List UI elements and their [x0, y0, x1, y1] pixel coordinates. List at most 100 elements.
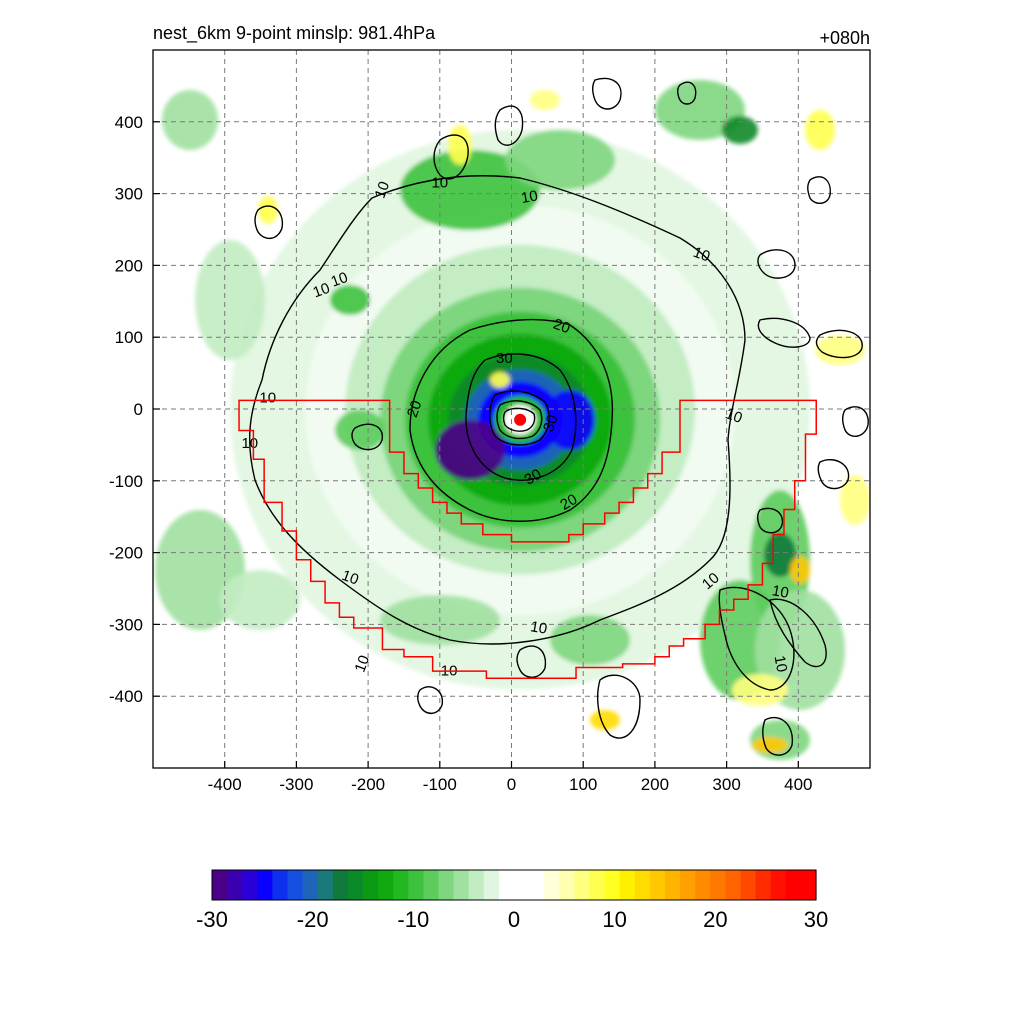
contour-small-ne-1: [592, 77, 622, 110]
colorbar-cell: [800, 870, 817, 900]
field-patch: [162, 90, 218, 150]
colorbar-cell: [770, 870, 787, 900]
colorbar-cell: [785, 870, 802, 900]
contour-eyewall-2: [496, 400, 543, 440]
y-tick-label: 200: [115, 256, 143, 275]
contour-label: 20: [557, 491, 580, 514]
x-tick-label: 100: [569, 775, 597, 794]
colorbar-cell: [589, 870, 606, 900]
colorbar-cell: [634, 870, 651, 900]
chart-valid-time: +080h: [819, 28, 870, 48]
field-patch: [330, 285, 370, 315]
storm-center-marker: [514, 413, 527, 426]
contour-small-south-2: [597, 674, 641, 739]
field-patch: [220, 570, 300, 630]
colorbar-cell: [423, 870, 440, 900]
colorbar-cell: [242, 870, 258, 900]
x-tick-label: 300: [712, 775, 740, 794]
field-patch: [530, 90, 560, 110]
x-tick-label: -300: [279, 775, 313, 794]
field-patch: [195, 240, 265, 360]
shaded-field: [155, 80, 870, 760]
contour-eyewall-1: [489, 390, 550, 446]
x-tick-label: -400: [208, 775, 242, 794]
colorbar-cell: [363, 870, 379, 900]
contour-small-ne-4: [815, 329, 863, 359]
contour-10-outer: [248, 175, 746, 645]
contour-label: 20: [551, 316, 572, 338]
contour-small-ne-2: [757, 249, 796, 279]
field-patch: [790, 556, 810, 584]
colorbar: -30 -20 -10 0 10 20 30: [196, 869, 828, 932]
contour-label: 10: [771, 654, 791, 673]
contour-small-west-2: [351, 423, 383, 451]
field-patch: [258, 196, 278, 224]
field-patch: [505, 130, 615, 190]
field-patch: [805, 110, 835, 150]
contour-label: 30: [496, 350, 513, 367]
field-patch: [590, 710, 620, 730]
colorbar-tick-label: -10: [397, 907, 429, 932]
contour-small-se-4: [757, 507, 784, 534]
colorbar-cell: [468, 870, 485, 900]
grid-lines: [153, 50, 870, 768]
contour-label: 10: [241, 435, 258, 452]
contour-small-nw-1: [676, 81, 697, 105]
y-tick-label: 400: [115, 113, 143, 132]
field-patch: [815, 335, 865, 365]
colorbar-tick-label: -20: [297, 907, 329, 932]
colorbar-tick-label: 20: [703, 907, 727, 932]
chart-title: nest_6km 9-point minslp: 981.4hPa: [153, 23, 436, 44]
contour-small-south-1: [516, 645, 547, 678]
field-patch: [550, 615, 630, 665]
colorbar-tick-label: -30: [196, 907, 228, 932]
colorbar-cell: [514, 870, 530, 900]
y-tick-label: 100: [115, 328, 143, 347]
contour-label: 10: [520, 187, 539, 207]
contour-label: 10: [771, 582, 790, 602]
field-patch: [545, 390, 595, 450]
x-tick-label: 0: [507, 775, 516, 794]
field-patch: [722, 116, 758, 144]
contour-label: 30: [522, 466, 545, 489]
contour-small-se-2: [769, 598, 827, 668]
colorbar-ticks: -30 -20 -10 0 10 20 30: [196, 907, 828, 932]
colorbar-cell: [755, 870, 772, 900]
colorbar-tick-label: 10: [602, 907, 626, 932]
field-patch: [448, 125, 472, 165]
field-patch: [400, 150, 540, 230]
colorbar-cell: [272, 870, 289, 900]
x-tick-label: 400: [784, 775, 812, 794]
x-tick-label: 200: [641, 775, 669, 794]
field-patch: [732, 674, 788, 706]
y-tick-label: 0: [134, 400, 143, 419]
field-patch: [752, 737, 788, 753]
colorbar-cell: [710, 870, 726, 900]
field-patch: [764, 533, 796, 577]
contour-label: 20: [404, 398, 426, 419]
boundary-polygon: [238, 399, 817, 679]
contour-label: 10: [352, 653, 374, 674]
contour-30: [465, 353, 577, 481]
colorbar-cell: [227, 870, 243, 900]
contour-lines: [248, 77, 869, 756]
colorbar-cell: [257, 870, 273, 900]
contour-label: 10: [329, 269, 350, 291]
contour-small-se-1: [718, 586, 795, 691]
colorbar-cell: [604, 870, 621, 900]
x-axis: -400 -300 -200 -100 0 100 200 300 400: [208, 761, 812, 794]
contour-small-north-1: [433, 134, 469, 180]
field-patch: [840, 475, 870, 525]
y-tick-label: -300: [109, 615, 143, 634]
colorbar-cell: [332, 870, 349, 900]
colorbar-cell: [574, 870, 591, 900]
contour-label: 10: [529, 618, 548, 638]
colorbar-cell: [725, 870, 742, 900]
contour-small-ne-3: [757, 317, 811, 348]
colorbar-cell: [740, 870, 757, 900]
colorbar-cell: [302, 870, 319, 900]
colorbar-cell: [619, 870, 636, 900]
colorbar-cell: [665, 870, 681, 900]
contour-label: 10: [311, 280, 332, 302]
